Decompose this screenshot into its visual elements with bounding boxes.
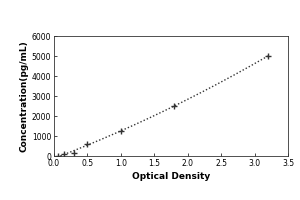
Y-axis label: Concentration(pg/mL): Concentration(pg/mL): [20, 40, 29, 152]
X-axis label: Optical Density: Optical Density: [132, 172, 210, 181]
